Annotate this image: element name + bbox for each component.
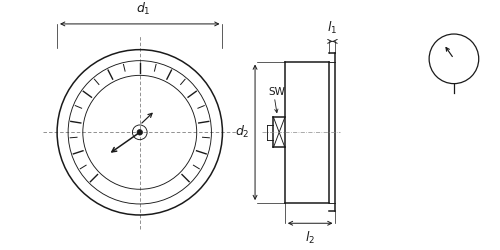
- Text: $l_1$: $l_1$: [328, 20, 338, 36]
- Circle shape: [137, 130, 142, 135]
- Text: $d_2$: $d_2$: [235, 124, 250, 140]
- Text: $d_1$: $d_1$: [136, 2, 151, 18]
- Text: SW: SW: [269, 87, 285, 97]
- Text: $l_2$: $l_2$: [305, 230, 315, 246]
